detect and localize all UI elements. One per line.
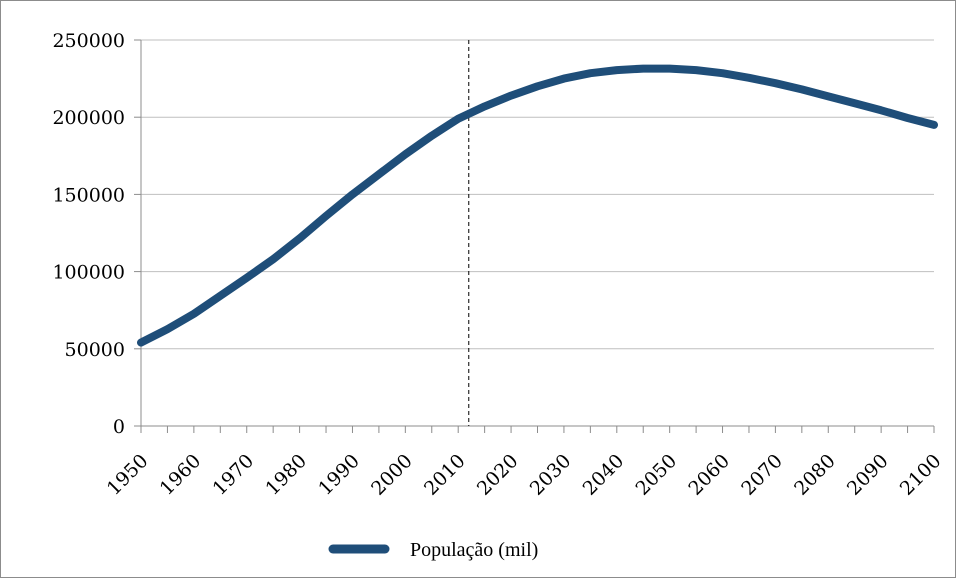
y-tick-label-0: 0 [113,416,125,438]
x-tick-label-2060: 2060 [684,450,734,500]
x-tick-label-2070: 2070 [737,450,787,500]
x-tick-label-2000: 2000 [367,450,417,500]
x-tick-label-1960: 1960 [156,450,206,500]
axes [141,40,934,433]
y-axis-tick-labels: 0 50000 100000 150000 200000 250000 [52,30,125,438]
x-tick-label-2050: 2050 [631,450,681,500]
series-group [141,68,934,342]
x-tick-label-2020: 2020 [473,450,523,500]
y-tick-label-200000: 200000 [52,107,125,129]
x-tick-label-2040: 2040 [579,450,629,500]
legend-label: População (mil) [410,539,538,561]
y-tick-label-100000: 100000 [52,262,125,284]
x-tick-label-2090: 2090 [843,450,893,500]
x-tick-label-2080: 2080 [790,450,840,500]
y-tick-label-250000: 250000 [52,30,125,52]
x-tick-label-2100: 2100 [896,450,946,500]
x-tick-label-2030: 2030 [526,450,576,500]
gridlines [134,40,934,426]
y-tick-label-150000: 150000 [52,184,125,206]
x-tick-label-1980: 1980 [261,450,311,500]
y-tick-label-50000: 50000 [65,339,125,361]
series-line-0 [141,69,934,343]
x-tick-label-1950: 1950 [103,450,153,500]
legend: População (mil) [333,539,538,561]
x-tick-label-2010: 2010 [420,450,470,500]
x-tick-label-1990: 1990 [314,450,364,500]
x-tick-label-1970: 1970 [209,450,259,500]
